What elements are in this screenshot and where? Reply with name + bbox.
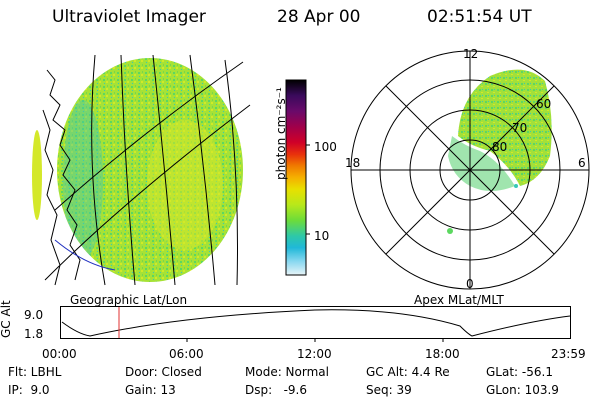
- colorbar-unit-label: photon cm⁻²s⁻¹: [274, 87, 288, 180]
- colorbar-gradient: [285, 79, 307, 276]
- left-panel-label: Geographic Lat/Lon: [70, 293, 188, 307]
- auroral-emission-image: [32, 58, 243, 282]
- coastline-blue: [54, 239, 116, 271]
- door-text: Door: Closed: [125, 365, 202, 379]
- seq-text: Seq: 39: [366, 383, 412, 397]
- xtick-0000: 00:00: [42, 347, 77, 361]
- polar-grid: [350, 50, 590, 290]
- geographic-image-panel: [32, 54, 251, 286]
- instrument-title: Ultraviolet Imager: [52, 7, 206, 27]
- xtick-2359: 23:59: [551, 347, 586, 361]
- filter-text: Flt: LBHL: [8, 365, 62, 379]
- xtick-1200: 12:00: [297, 347, 332, 361]
- mlt-label-6: 6: [578, 156, 586, 170]
- mlat-label-80: 80: [492, 140, 508, 154]
- altitude-curve: [61, 309, 571, 337]
- ip-text: IP: 9.0: [8, 383, 50, 397]
- mlt-label-0: 0: [466, 277, 474, 291]
- time-text: 02:51:54 UT: [427, 7, 532, 27]
- right-panel-label: Apex MLat/MLT: [414, 293, 504, 307]
- gain-text: Gain: 13: [125, 383, 176, 397]
- coastline: [42, 69, 81, 286]
- altitude-ytick-max: 9.0: [24, 308, 44, 322]
- xtick-0600: 06:00: [169, 347, 204, 361]
- meridian-grid: [44, 54, 251, 286]
- dsp-text: Dsp: -9.6: [245, 383, 308, 397]
- mlat-label-70: 70: [512, 121, 528, 135]
- colorbar: [285, 79, 310, 276]
- mlat-label-60: 60: [536, 97, 552, 111]
- polar-mlat-mlt-plot: [350, 50, 590, 290]
- gc-alt-text: GC Alt: 4.4 Re: [366, 365, 450, 379]
- altitude-ylabel: GC Alt: [0, 300, 13, 338]
- date-text: 28 Apr 00: [277, 7, 361, 27]
- mlt-label-18: 18: [345, 156, 361, 170]
- colorbar-tick-10: 10: [314, 229, 330, 243]
- glon-text: GLon: 103.9: [486, 383, 559, 397]
- glat-text: GLat: -56.1: [486, 365, 553, 379]
- altitude-plot: [60, 306, 571, 342]
- mode-text: Mode: Normal: [245, 365, 329, 379]
- altitude-ytick-min: 1.8: [24, 327, 44, 341]
- mlt-label-12: 12: [463, 47, 479, 61]
- xtick-1800: 18:00: [425, 347, 460, 361]
- colorbar-tick-100: 100: [314, 140, 337, 154]
